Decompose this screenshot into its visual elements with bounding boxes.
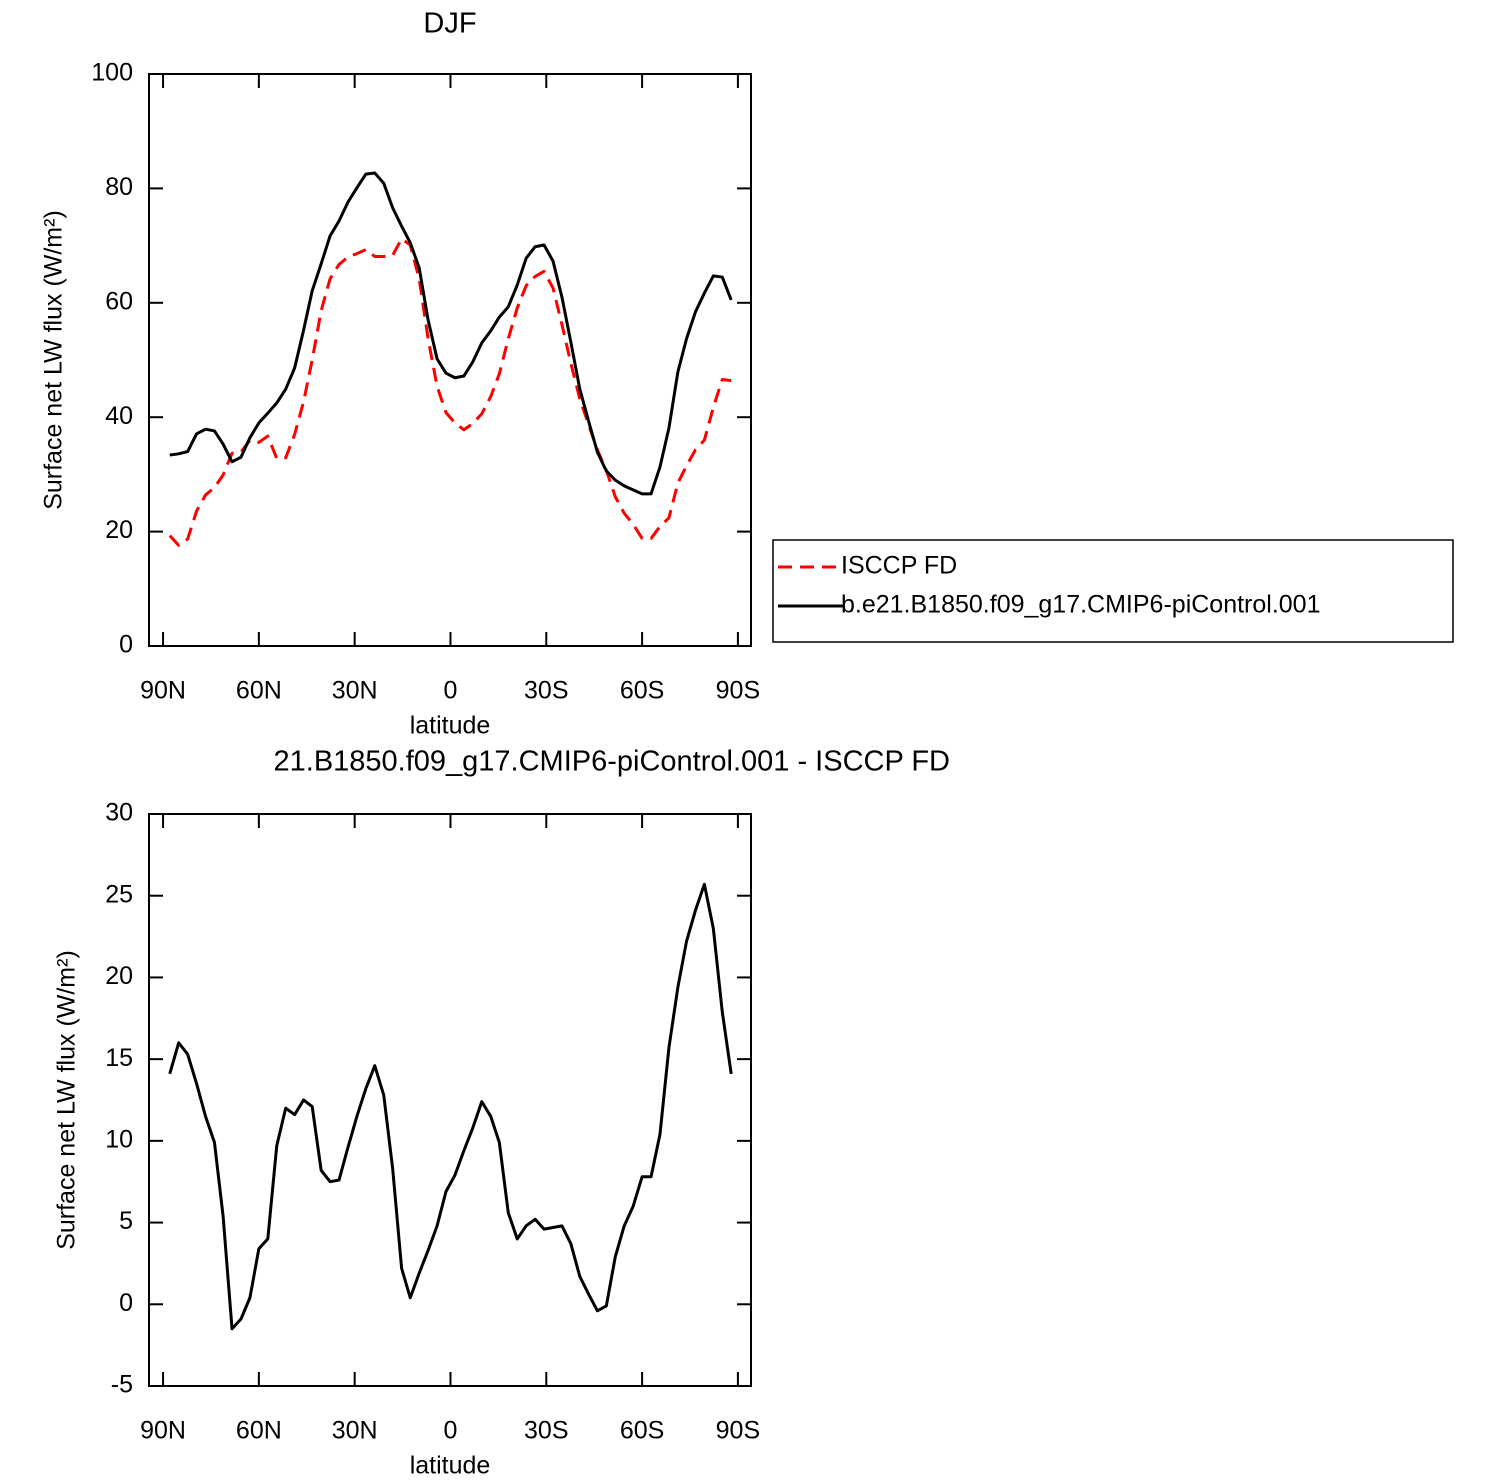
y-tick-label: 20 bbox=[105, 516, 133, 544]
x-tick-label: 60N bbox=[236, 677, 282, 705]
x-tick-label: 60S bbox=[620, 677, 664, 705]
x-tick-label: 30N bbox=[332, 677, 378, 705]
y-tick-label: 30 bbox=[105, 799, 133, 827]
plot-frame bbox=[148, 73, 752, 647]
y-tick-label: 5 bbox=[119, 1207, 133, 1235]
legend-label: b.e21.B1850.f09_g17.CMIP6-piControl.001 bbox=[841, 591, 1321, 619]
x-axis-label: latitude bbox=[410, 712, 491, 740]
y-tick-label: 20 bbox=[105, 962, 133, 990]
y-tick-label: 25 bbox=[105, 880, 133, 908]
x-axis-label: latitude bbox=[410, 1452, 491, 1480]
y-tick-label: 0 bbox=[119, 631, 133, 659]
data-line bbox=[168, 237, 732, 547]
x-tick-label: 60N bbox=[236, 1417, 282, 1445]
chart-title: DJF bbox=[423, 8, 476, 40]
chart-title: 21.B1850.f09_g17.CMIP6-piControl.001 - I… bbox=[274, 746, 951, 778]
legend-label: ISCCP FD bbox=[841, 552, 957, 580]
y-tick-label: 15 bbox=[105, 1044, 133, 1072]
y-tick-label: 0 bbox=[119, 1289, 133, 1317]
legend-box bbox=[772, 539, 1454, 643]
x-tick-label: 90N bbox=[140, 1417, 186, 1445]
y-tick-label: 80 bbox=[105, 173, 133, 201]
y-tick-label: -5 bbox=[111, 1371, 133, 1399]
x-tick-label: 90S bbox=[716, 1417, 760, 1445]
x-tick-label: 90N bbox=[140, 677, 186, 705]
y-tick-label: 100 bbox=[91, 59, 133, 87]
y-tick-label: 10 bbox=[105, 1125, 133, 1153]
x-tick-label: 0 bbox=[444, 1417, 458, 1445]
data-line bbox=[168, 882, 733, 1331]
y-tick-label: 60 bbox=[105, 287, 133, 315]
y-tick-label: 40 bbox=[105, 402, 133, 430]
plot-frame bbox=[148, 813, 752, 1387]
x-tick-label: 30S bbox=[524, 1417, 568, 1445]
x-tick-label: 0 bbox=[444, 677, 458, 705]
data-line bbox=[169, 171, 733, 496]
y-axis-label: Surface net LW flux (W/m²) bbox=[40, 210, 68, 510]
x-tick-label: 90S bbox=[716, 677, 760, 705]
y-axis-label: Surface net LW flux (W/m²) bbox=[53, 950, 81, 1250]
x-tick-label: 30N bbox=[332, 1417, 378, 1445]
x-tick-label: 60S bbox=[620, 1417, 664, 1445]
x-tick-label: 30S bbox=[524, 677, 568, 705]
